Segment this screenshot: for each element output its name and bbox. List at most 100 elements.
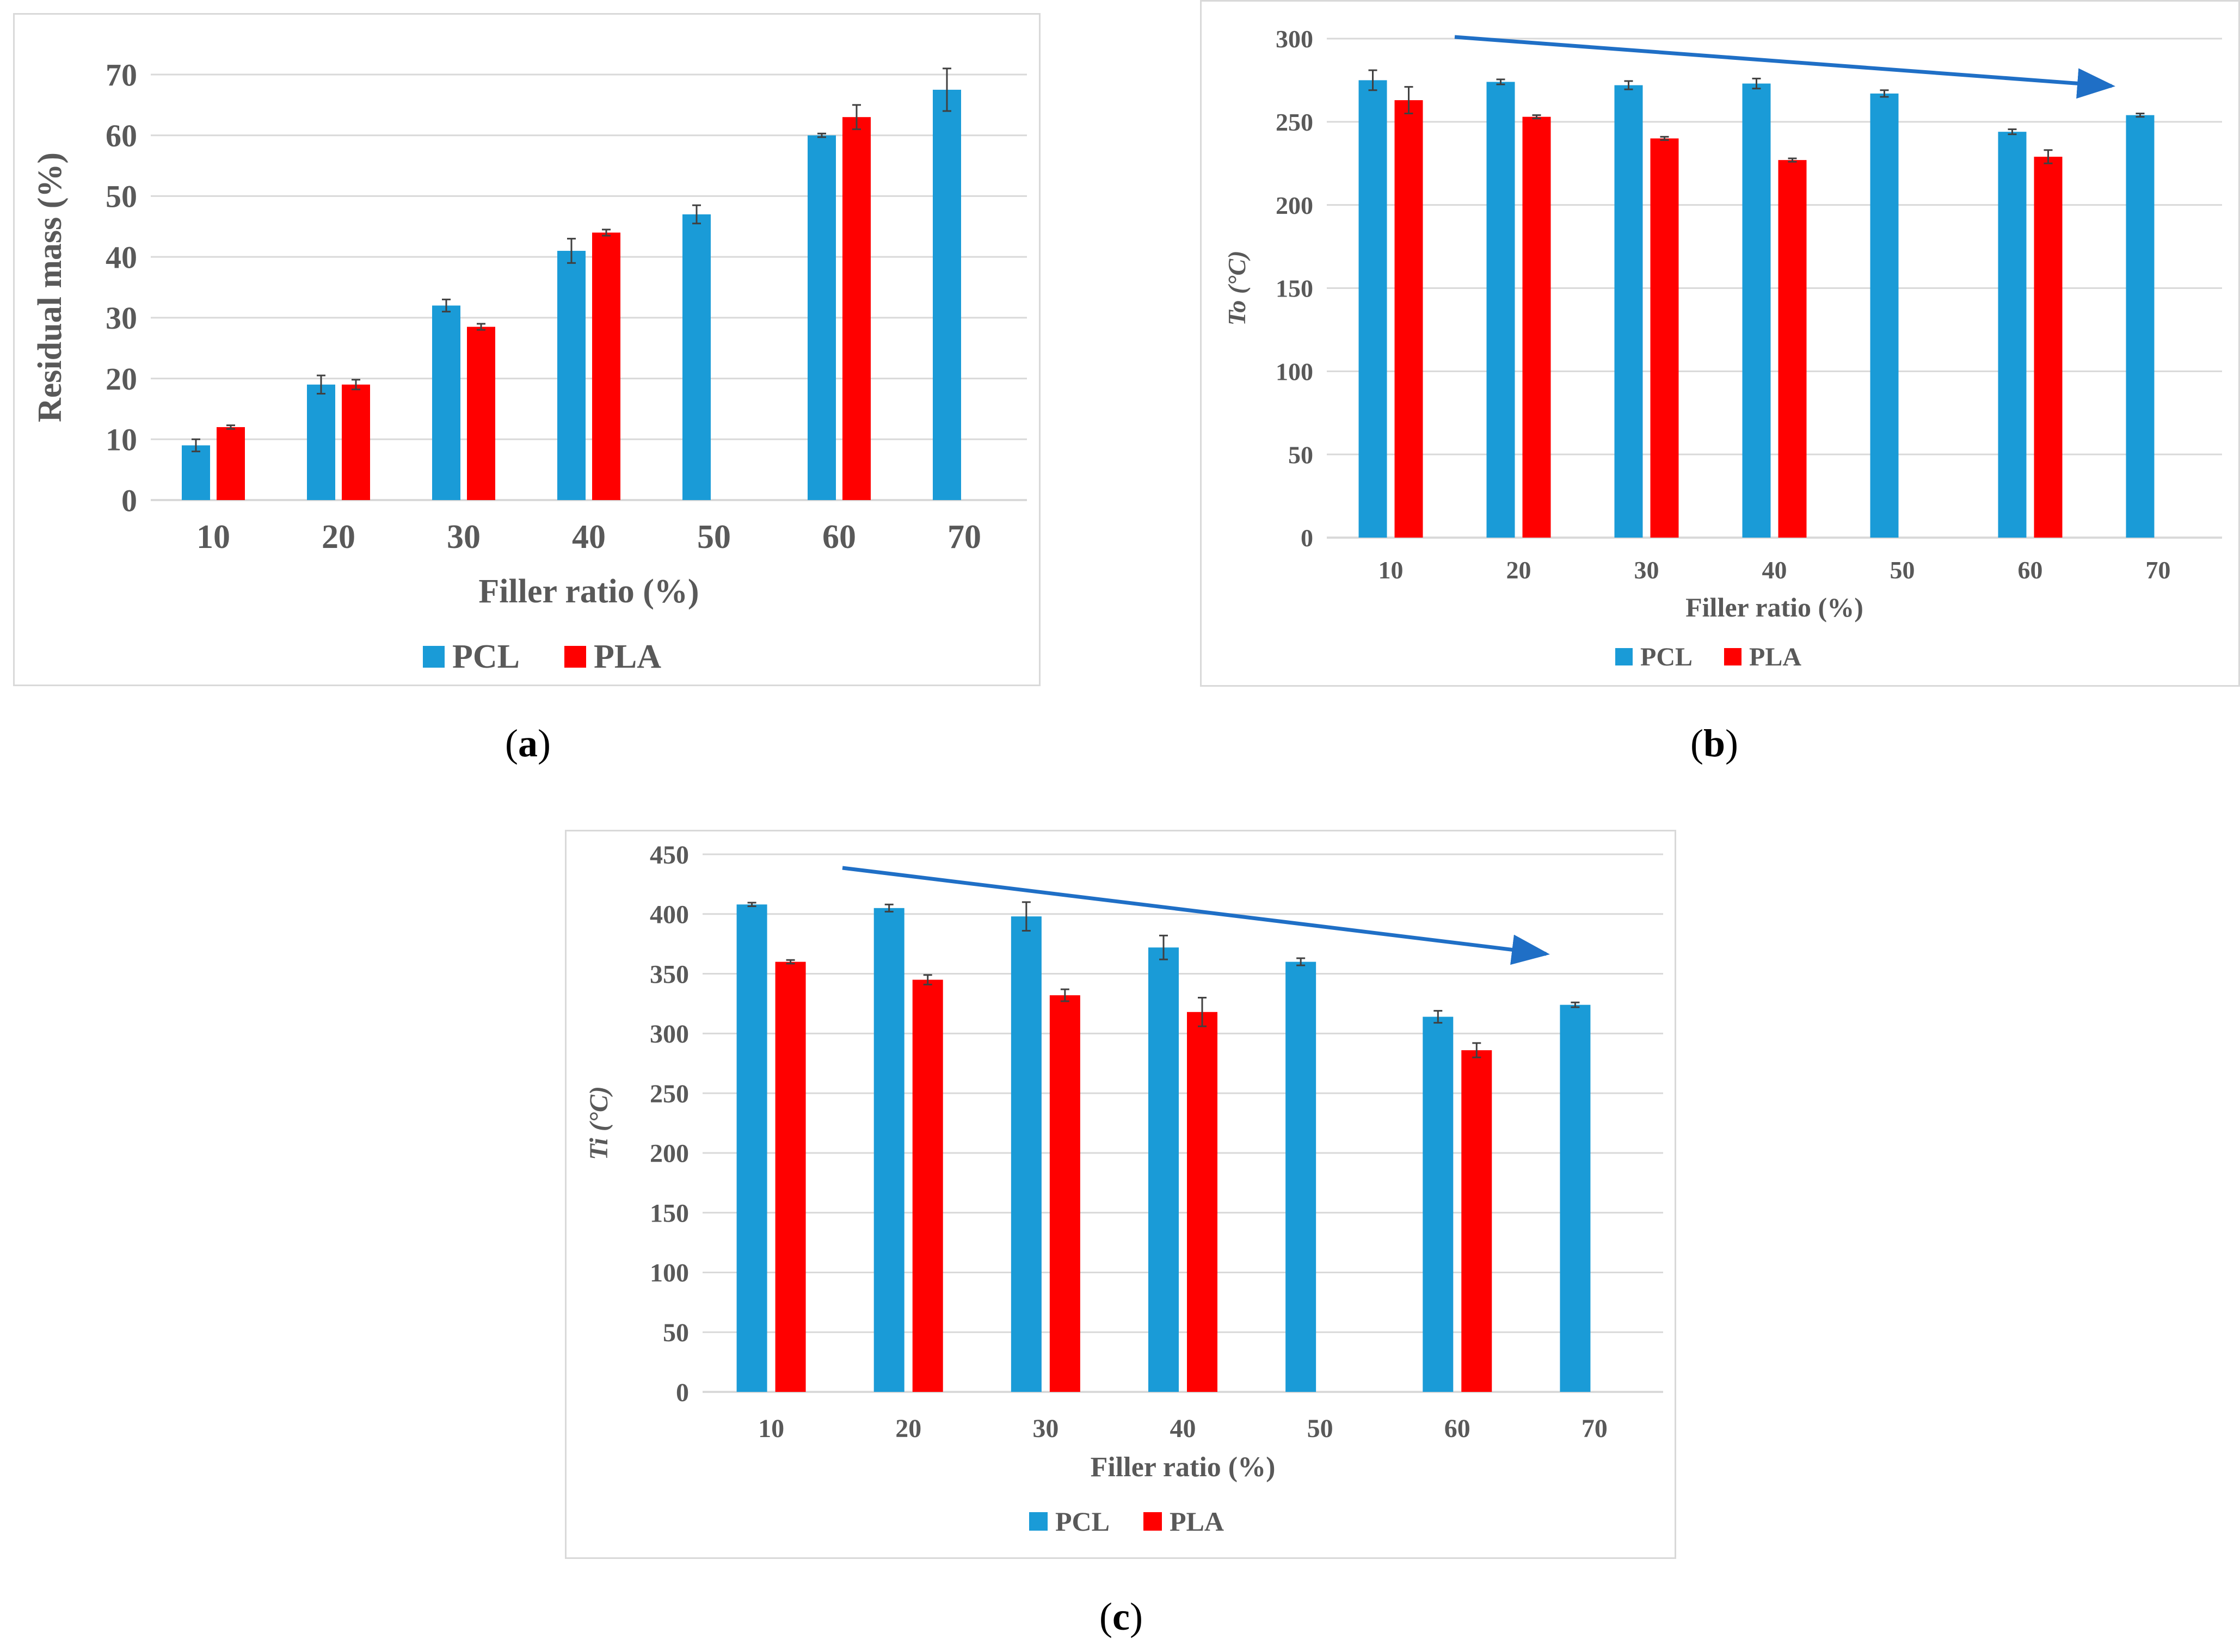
bar-pla [1461, 1050, 1492, 1392]
chart-b-svg: 0 50 100 150 200 250 300 10 20 30 40 50 60 70 Filler r… [1223, 25, 2222, 671]
x-tick-label: 20 [1506, 556, 1531, 584]
y-tick-label: 50 [663, 1318, 689, 1347]
x-tick-label: 10 [758, 1414, 784, 1443]
bar-pcl [1998, 132, 2027, 538]
y-tick-label: 200 [650, 1139, 689, 1168]
bar-pla [1049, 995, 1080, 1392]
y-tick-label: 0 [676, 1378, 689, 1407]
legend-swatch-pla [1724, 648, 1741, 665]
x-tick-label: 30 [447, 519, 481, 556]
bar-pcl [808, 135, 836, 500]
y-tick-label: 60 [106, 118, 137, 153]
bar-pla [1778, 160, 1807, 538]
trend-arrow [842, 866, 1550, 965]
bar-pla [217, 427, 245, 500]
y-tick-label: 450 [650, 841, 689, 870]
legend-label-pcl: PCL [1640, 643, 1693, 671]
bar-pcl [182, 445, 210, 500]
x-tick-label: 60 [1444, 1414, 1470, 1443]
bar-pcl [1148, 947, 1179, 1392]
y-tick-label: 200 [1276, 192, 1313, 219]
y-tick-label: 250 [650, 1080, 689, 1108]
bar-pla [592, 232, 620, 500]
y-tick-label: 400 [650, 901, 689, 929]
legend-swatch-pla [1143, 1512, 1162, 1531]
caption-b: (b) [1690, 722, 1738, 765]
legend-swatch-pcl [1029, 1512, 1048, 1531]
x-tick-label: 10 [1379, 556, 1404, 584]
y-axis-label: Residual mass (%) [32, 152, 69, 422]
x-tick-label: 70 [947, 519, 981, 556]
bar-pcl [1423, 1016, 1454, 1392]
x-axis-label: Filler ratio (%) [478, 573, 699, 610]
x-axis-label: Filler ratio (%) [1685, 592, 1863, 622]
bar-pcl [873, 908, 904, 1392]
bar-pcl [1870, 93, 1899, 538]
y-tick-label: 50 [106, 179, 137, 214]
x-tick-label: 20 [322, 519, 355, 556]
legend-swatch-pla [564, 646, 586, 668]
bar-pcl [307, 384, 335, 500]
legend-swatch-pcl [423, 646, 445, 668]
bar-pcl [933, 89, 961, 500]
x-tick-label: 70 [2146, 556, 2171, 584]
legend-swatch-pcl [1615, 648, 1633, 665]
y-tick-label: 150 [1276, 275, 1313, 303]
bar-pcl [682, 214, 711, 500]
bar-pcl [1011, 916, 1042, 1392]
y-tick-label: 100 [650, 1259, 689, 1287]
x-tick-label: 10 [196, 519, 230, 556]
bar-pcl [557, 250, 586, 500]
y-axis-label: To (°C) [1223, 250, 1251, 325]
bar-pcl [432, 305, 460, 500]
bar-pla [1650, 138, 1679, 538]
bar-pla [912, 979, 943, 1392]
chart-c-svg: 0 50 100 150 200 250 300 350 400 450 10 20 30 40 50 60 7… [584, 841, 1663, 1537]
x-tick-label: 60 [822, 519, 856, 556]
legend-label-pcl: PCL [452, 638, 520, 675]
x-axis-label: Filler ratio (%) [1091, 1452, 1276, 1483]
y-tick-label: 10 [106, 422, 137, 458]
y-tick-label: 0 [121, 483, 137, 518]
caption-c: (c) [1099, 1595, 1143, 1638]
y-tick-label: 150 [650, 1199, 689, 1228]
bar-pla [1394, 100, 1423, 538]
y-tick-label: 250 [1276, 108, 1313, 136]
bar-pla [1522, 116, 1551, 538]
x-tick-label: 30 [1634, 556, 1659, 584]
bar-pla [842, 117, 871, 500]
bar-pla [342, 384, 370, 500]
x-tick-label: 40 [572, 519, 606, 556]
y-tick-label: 300 [650, 1020, 689, 1049]
x-tick-label: 50 [1890, 556, 1915, 584]
x-tick-label: 50 [1307, 1414, 1333, 1443]
legend-label-pla: PLA [1170, 1506, 1224, 1537]
legend-label-pla: PLA [1749, 643, 1801, 671]
y-tick-label: 300 [1276, 25, 1313, 53]
bar-pla [1187, 1012, 1217, 1392]
caption-a: (a) [505, 722, 551, 765]
bar-pcl [1486, 82, 1515, 538]
x-tick-label: 60 [2018, 556, 2043, 584]
bar-pcl [1358, 80, 1387, 538]
x-tick-label: 40 [1762, 556, 1787, 584]
bar-pla [2034, 157, 2063, 538]
y-tick-label: 100 [1276, 357, 1313, 385]
y-tick-label: 50 [1288, 441, 1313, 469]
bar-pla [775, 961, 806, 1392]
y-tick-label: 30 [106, 300, 137, 336]
chart-panel-c: 0 50 100 150 200 250 300 350 400 450 10 20 30 40 50 60 7… [565, 830, 1676, 1559]
y-axis-label: Ti (°C) [584, 1086, 613, 1160]
chart-panel-b: 0 50 100 150 200 250 300 10 20 30 40 50 60 70 Filler r… [1200, 0, 2240, 687]
y-tick-label: 20 [106, 361, 137, 397]
y-tick-label: 350 [650, 960, 689, 989]
y-tick-label: 70 [106, 57, 137, 93]
bar-pla [467, 326, 495, 500]
x-tick-label: 40 [1170, 1414, 1196, 1443]
bar-pcl [1285, 961, 1316, 1392]
x-tick-label: 20 [895, 1414, 921, 1443]
y-tick-label: 40 [106, 239, 137, 275]
legend-label-pla: PLA [594, 638, 661, 675]
x-tick-label: 50 [697, 519, 731, 556]
chart-panel-a: 0 10 20 30 40 50 60 70 10 20 30 40 50 60 70 Filler rati… [13, 13, 1041, 686]
